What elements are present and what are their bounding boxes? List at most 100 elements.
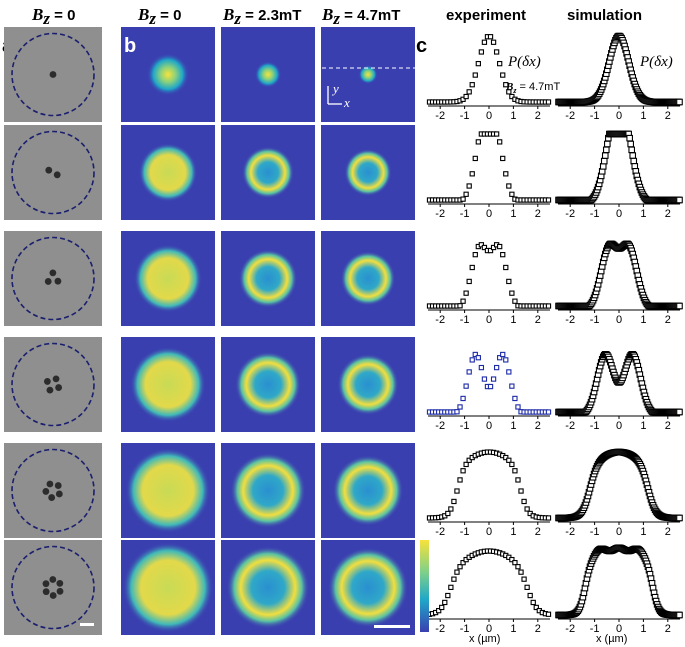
simulation-point — [628, 146, 636, 154]
x-tick-label: -1 — [460, 623, 470, 635]
particle — [46, 386, 54, 394]
x-tick-label: -2 — [435, 208, 445, 220]
experiment-point — [506, 369, 512, 375]
x-tick-label: 1 — [510, 208, 516, 220]
experiment-point — [445, 592, 451, 599]
experiment-point — [466, 278, 472, 285]
experiment-point — [448, 584, 454, 591]
x-tick-label: 0 — [486, 314, 492, 326]
experiment-point — [472, 155, 478, 162]
x-tick-label: 2 — [665, 623, 671, 635]
experiment-point — [521, 576, 527, 582]
experiment-point — [533, 604, 539, 611]
heatmap-density — [254, 61, 282, 88]
experiment-point — [497, 243, 503, 250]
heatmap-density — [226, 546, 310, 629]
heatmap-density — [122, 542, 214, 633]
confinement-circle — [11, 342, 95, 427]
experiment-point — [509, 191, 515, 197]
x-tick-label: 2 — [535, 526, 541, 538]
experiment-point — [530, 599, 536, 606]
experiment-point — [469, 171, 475, 177]
x-tick-label: 0 — [616, 314, 622, 326]
x-tick-label: 0 — [486, 526, 492, 538]
confinement-circle — [11, 32, 95, 117]
experiment-point — [487, 34, 494, 40]
simulation-point — [630, 157, 638, 165]
experiment-point — [527, 592, 533, 599]
microscopy-image — [4, 540, 102, 635]
experiment-point — [460, 395, 466, 402]
particle — [56, 579, 64, 587]
heatmap-density — [130, 346, 206, 423]
experiment-point — [521, 498, 527, 505]
experiment-point — [472, 351, 478, 358]
x-tick-label: 0 — [616, 208, 622, 220]
experiment-point — [515, 564, 521, 570]
scale-bar-heatmap — [374, 625, 410, 628]
experiment-point — [451, 576, 457, 582]
confinement-circle — [11, 545, 95, 630]
x-tick-label: 2 — [665, 110, 671, 122]
experiment-point — [475, 60, 481, 67]
experiment-point — [478, 242, 485, 248]
header-col-b3: Bz = 4.7mT — [321, 5, 400, 28]
experiment-point — [445, 510, 451, 517]
experiment-point — [545, 611, 552, 617]
experiment-point — [481, 244, 488, 251]
x-tick-label: 1 — [640, 314, 646, 326]
heatmap-density — [242, 146, 294, 199]
prob-label-simulation: P(δx) — [639, 54, 673, 70]
experiment-point — [463, 93, 469, 100]
x-tick-label: 0 — [616, 526, 622, 538]
experiment-point — [500, 155, 506, 162]
experiment-point — [475, 139, 481, 145]
particle — [49, 71, 57, 78]
experiment-point — [478, 364, 485, 371]
particle — [43, 378, 51, 385]
particle — [49, 592, 57, 599]
experiment-point — [524, 584, 530, 591]
heatmap-density — [344, 149, 392, 196]
experiment-point — [493, 49, 500, 55]
simulation-point — [627, 140, 634, 148]
x-tick-label: -2 — [565, 526, 575, 538]
x-tick-label: -2 — [435, 526, 445, 538]
figure-row: -2 -1 0 1 2 -2 -1 0 1 2 — [4, 540, 683, 635]
header-simulation: simulation — [567, 7, 642, 24]
experiment-point — [509, 93, 515, 100]
x-tick-label: -2 — [435, 420, 445, 432]
heatmap-density — [238, 249, 298, 308]
simulation-point — [676, 302, 683, 310]
experiment-point — [463, 461, 469, 468]
particle — [44, 278, 52, 285]
heatmap-density — [230, 452, 306, 529]
experiment-point — [460, 96, 466, 102]
x-tick-label: 1 — [640, 110, 646, 122]
experiment-point — [506, 183, 512, 189]
experiment-point — [466, 457, 472, 463]
heatmap-density — [332, 455, 404, 526]
experiment-point — [509, 290, 515, 296]
particle — [42, 588, 50, 596]
axis-y-label: y — [331, 81, 339, 96]
plot-frame — [428, 543, 550, 620]
experiment-point — [487, 383, 494, 390]
experiment-point — [515, 404, 521, 410]
prob-label-experiment: P(δx) — [507, 54, 541, 70]
experiment-point — [493, 364, 500, 371]
plot-frame — [428, 128, 550, 205]
experiment-point — [512, 298, 518, 304]
particle — [52, 375, 60, 383]
x-tick-label: -1 — [590, 420, 600, 432]
particle — [55, 490, 63, 498]
particle — [49, 269, 57, 277]
experiment-point — [512, 559, 518, 566]
experiment-point — [518, 569, 524, 575]
x-tick-label: -1 — [590, 208, 600, 220]
experiment-point — [472, 72, 478, 78]
experiment-point — [509, 556, 515, 563]
experiment-point — [545, 409, 552, 415]
header-col-b1: Bz = 0 — [137, 5, 181, 28]
